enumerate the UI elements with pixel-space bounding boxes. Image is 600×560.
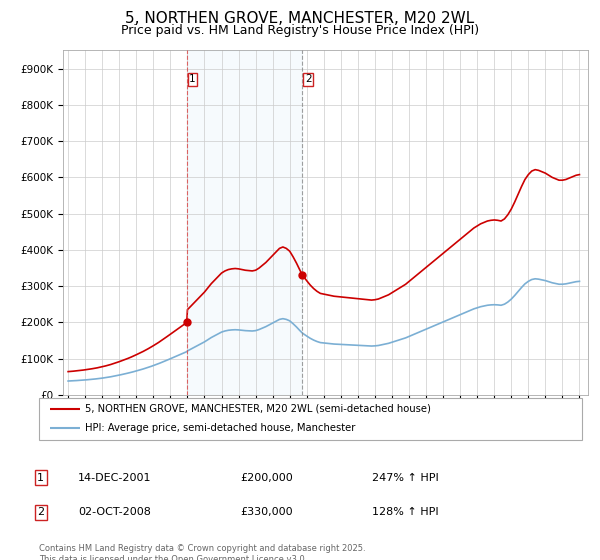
Text: 247% ↑ HPI: 247% ↑ HPI <box>372 473 439 483</box>
Text: 14-DEC-2001: 14-DEC-2001 <box>78 473 151 483</box>
Text: 02-OCT-2008: 02-OCT-2008 <box>78 507 151 517</box>
Text: 2: 2 <box>37 507 44 517</box>
Text: 2: 2 <box>305 74 311 85</box>
Text: 128% ↑ HPI: 128% ↑ HPI <box>372 507 439 517</box>
Text: 5, NORTHEN GROVE, MANCHESTER, M20 2WL: 5, NORTHEN GROVE, MANCHESTER, M20 2WL <box>125 11 475 26</box>
FancyBboxPatch shape <box>39 398 582 440</box>
Bar <box>187 50 302 395</box>
Text: Contains HM Land Registry data © Crown copyright and database right 2025.
This d: Contains HM Land Registry data © Crown c… <box>39 544 365 560</box>
Text: 1: 1 <box>190 74 196 85</box>
Text: £330,000: £330,000 <box>240 507 293 517</box>
Text: £200,000: £200,000 <box>240 473 293 483</box>
Text: 5, NORTHEN GROVE, MANCHESTER, M20 2WL (semi-detached house): 5, NORTHEN GROVE, MANCHESTER, M20 2WL (s… <box>85 404 431 414</box>
Text: 1: 1 <box>37 473 44 483</box>
Text: HPI: Average price, semi-detached house, Manchester: HPI: Average price, semi-detached house,… <box>85 423 356 433</box>
Text: Price paid vs. HM Land Registry's House Price Index (HPI): Price paid vs. HM Land Registry's House … <box>121 24 479 36</box>
